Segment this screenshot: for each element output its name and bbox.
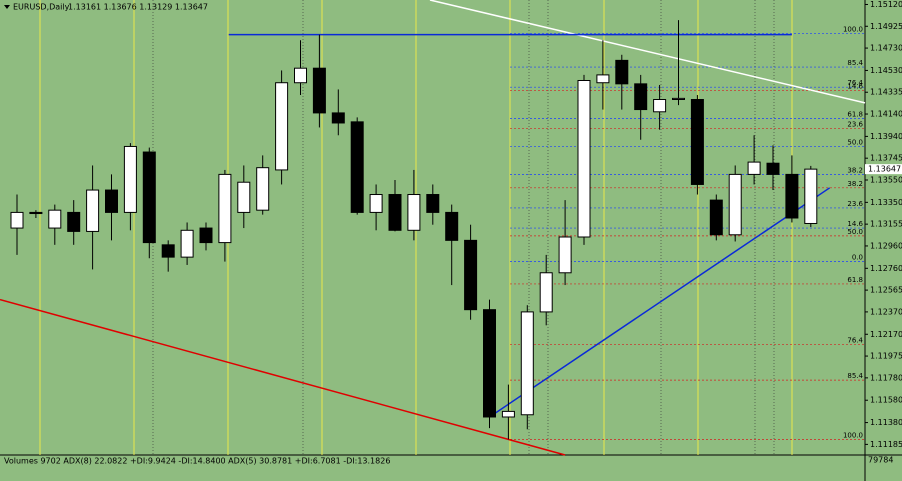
- fib-label: 14.6: [847, 83, 863, 91]
- y-tick-label: 1.13940: [870, 132, 902, 141]
- chart-title: EURUSD,Daily: [13, 3, 70, 12]
- y-tick-label: 1.15120: [870, 0, 902, 9]
- fib-label: 23.6: [847, 200, 863, 208]
- y-tick-label: 1.14730: [870, 44, 902, 53]
- candle-body: [161, 244, 175, 258]
- y-tick-label: 1.14925: [870, 22, 902, 31]
- candle-body: [728, 173, 742, 236]
- fib-label: 100.0: [843, 431, 863, 439]
- menu-arrow: [4, 5, 10, 9]
- trendline: [489, 187, 831, 418]
- candle-body: [388, 194, 402, 231]
- candle-body: [294, 67, 307, 84]
- y-tick-label: 1.12760: [870, 264, 902, 273]
- candle-body: [785, 173, 799, 219]
- candle-body: [634, 83, 648, 111]
- y-tick-label: 1.11580: [870, 396, 902, 405]
- y-tick-label: 1.11380: [870, 418, 902, 427]
- header-quote: 1.13161 1.13676 1.13129 1.13647: [68, 3, 208, 12]
- candle-body: [67, 211, 81, 232]
- y-tick-label: 1.12960: [870, 241, 902, 250]
- fib-label: 14.6: [847, 220, 863, 228]
- candle-body: [747, 161, 761, 175]
- candle-body: [483, 309, 496, 418]
- fib-label: 85.4: [847, 59, 863, 67]
- candle-body: [312, 67, 326, 114]
- candle-body: [804, 168, 818, 224]
- candle-body: [331, 112, 345, 124]
- y-tick-label: 1.14530: [870, 66, 902, 75]
- y-tick-label: 1.11780: [870, 373, 902, 382]
- candle-body: [123, 145, 137, 213]
- candle-body: [199, 227, 213, 244]
- y-tick-label: 1.13550: [870, 175, 902, 184]
- trendline: [429, 0, 866, 104]
- candle-body: [464, 239, 478, 311]
- volume-axis-label: 79784: [868, 456, 893, 465]
- fib-label: 100.0: [843, 26, 863, 34]
- fib-label: 0.0: [852, 254, 863, 262]
- fib-label: 61.8: [847, 276, 863, 284]
- candle-body: [48, 209, 62, 229]
- candle-body: [426, 194, 440, 213]
- candle-body: [445, 211, 459, 241]
- candle-body: [596, 74, 610, 84]
- candle-body: [558, 236, 572, 274]
- candle-body: [407, 194, 421, 231]
- candle-body: [369, 194, 383, 213]
- candle-body: [86, 189, 100, 232]
- y-tick-label: 1.13155: [870, 220, 902, 229]
- candle-body: [672, 97, 685, 100]
- candle-body: [10, 211, 24, 229]
- candle-body: [577, 79, 591, 238]
- candle-body: [275, 82, 289, 171]
- fib-label: 50.0: [847, 228, 863, 236]
- candle-body: [615, 59, 629, 85]
- candle-body: [180, 229, 194, 258]
- last-price-label: 1.13647: [868, 165, 901, 174]
- candle-body: [105, 189, 118, 213]
- trendline: [0, 298, 566, 456]
- y-tick-label: 1.11185: [870, 440, 902, 449]
- candle-body: [256, 167, 270, 211]
- fib-label: 38.2: [847, 166, 863, 174]
- fib-label: 76.4: [847, 336, 863, 344]
- candle-body: [539, 272, 553, 313]
- fib-label: 23.6: [847, 121, 863, 129]
- y-tick-label: 1.12565: [870, 286, 902, 295]
- y-tick-label: 1.14140: [870, 110, 902, 119]
- candle-body: [766, 162, 780, 175]
- y-tick-label: 1.14335: [870, 88, 902, 97]
- y-tick-label: 1.11975: [870, 352, 902, 361]
- candle-body: [350, 121, 364, 213]
- y-tick-label: 1.13745: [870, 154, 902, 163]
- y-tick-label: 1.12370: [870, 307, 902, 316]
- candle-body: [501, 410, 515, 418]
- fib-label: 85.4: [847, 372, 863, 380]
- candle-body: [237, 181, 251, 213]
- candle-body: [709, 199, 723, 236]
- candle-body: [520, 311, 534, 416]
- y-tick-label: 1.13350: [870, 198, 902, 207]
- candle-body: [142, 151, 156, 244]
- last-price-tag: [865, 164, 902, 175]
- candle-body: [218, 173, 232, 244]
- candle-body: [29, 211, 43, 215]
- candle-body: [653, 98, 667, 113]
- fib-label: 61.8: [847, 111, 863, 119]
- indicator-header: Volumes 9702 ADX(8) 22.0822 +DI:9.9424 -…: [4, 457, 390, 466]
- fib-label: 76.4: [847, 79, 863, 87]
- fib-label: 50.0: [847, 138, 863, 146]
- candle-body: [690, 98, 704, 185]
- y-tick-label: 1.12170: [870, 330, 902, 339]
- fib-label: 38.2: [847, 180, 863, 188]
